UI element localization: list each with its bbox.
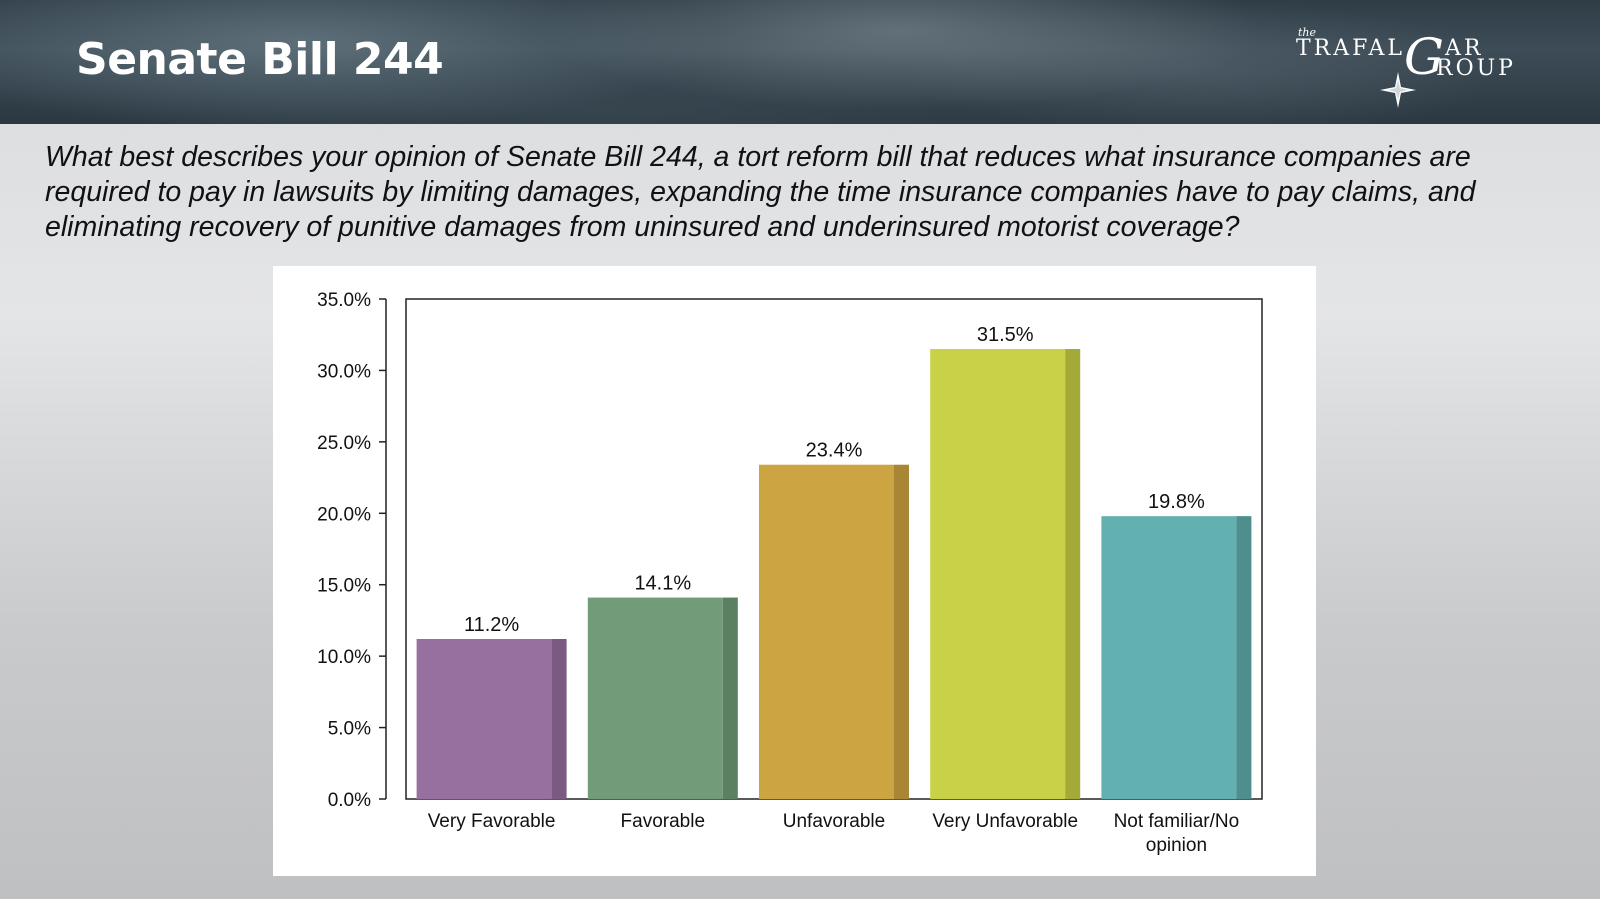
chart-panel: 0.0% 5.0% 10.0% 15.0% 20.0% 25.0% 30.0% 35.0% 11… (273, 266, 1316, 876)
bar (930, 349, 1066, 799)
data-label: 14.1% (634, 573, 691, 595)
logo-the: the (1298, 26, 1317, 39)
y-tick-label: 5.0% (328, 719, 371, 740)
y-tick-label: 20.0% (317, 504, 371, 525)
y-tick-label: 35.0% (317, 290, 371, 311)
data-label: 19.8% (1148, 491, 1205, 513)
trafalgar-group-logo: the TRAFAL AR G ROUP (1296, 24, 1536, 108)
x-category-label: Favorable (621, 811, 706, 832)
page-title: Senate Bill 244 (76, 34, 444, 85)
logo-word-roup: ROUP (1436, 56, 1516, 81)
y-tick-label: 25.0% (317, 433, 371, 454)
data-label: 31.5% (977, 324, 1034, 346)
compass-star-icon (1380, 72, 1416, 108)
y-tick-label: 10.0% (317, 647, 371, 668)
data-label: 11.2% (464, 614, 519, 636)
x-category-label: Unfavorable (783, 811, 885, 832)
bar (1101, 516, 1237, 799)
logo-word-trafal: TRAFAL AR (1296, 36, 1484, 61)
bar-shade (894, 464, 909, 799)
bar-shade (722, 597, 738, 799)
bar-shade (1065, 349, 1081, 799)
y-tick-label: 30.0% (317, 361, 371, 382)
bar (587, 597, 723, 799)
data-label: 23.4% (806, 440, 863, 462)
header-banner: Senate Bill 244 the TRAFAL AR G ROUP (0, 0, 1600, 124)
y-tick-label: 0.0% (328, 790, 371, 811)
x-category-label: Very Unfavorable (932, 811, 1078, 832)
logo-letter-g: G (1404, 28, 1444, 86)
y-tick-label: 15.0% (317, 576, 371, 597)
bar-chart: 0.0% 5.0% 10.0% 15.0% 20.0% 25.0% 30.0% 35.0% 11… (317, 290, 1263, 856)
bar (416, 639, 552, 799)
bar-shade (1236, 516, 1252, 799)
bar-shade (551, 639, 567, 799)
x-category-label: Not familiar/No (1114, 811, 1240, 832)
survey-question: What best describes your opinion of Sena… (45, 141, 1476, 243)
x-category-label: Very Favorable (428, 811, 556, 832)
bar (759, 464, 894, 799)
x-category-label: opinion (1146, 835, 1207, 856)
